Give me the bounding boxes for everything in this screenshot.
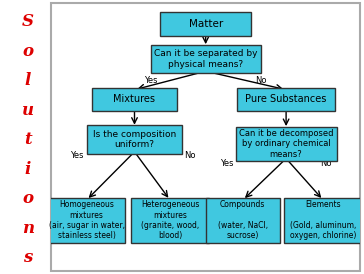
- Text: Pure Substances: Pure Substances: [245, 95, 327, 104]
- Text: u: u: [22, 102, 34, 119]
- Text: Yes: Yes: [220, 159, 234, 168]
- FancyBboxPatch shape: [92, 88, 177, 111]
- Text: No: No: [255, 76, 267, 85]
- Text: Elements

(Gold, aluminum,
oxygen, chlorine): Elements (Gold, aluminum, oxygen, chlori…: [290, 200, 356, 240]
- FancyBboxPatch shape: [160, 12, 252, 36]
- Text: Compounds

(water, NaCl,
sucrose): Compounds (water, NaCl, sucrose): [218, 200, 268, 240]
- Text: Yes: Yes: [70, 151, 83, 160]
- Text: No: No: [320, 159, 332, 168]
- Text: Can it be decomposed
by ordinary chemical
means?: Can it be decomposed by ordinary chemica…: [239, 129, 333, 159]
- FancyBboxPatch shape: [236, 127, 337, 161]
- Text: S: S: [22, 13, 34, 30]
- Text: i: i: [25, 161, 31, 178]
- Text: t: t: [24, 131, 32, 148]
- Text: Is the composition
uniform?: Is the composition uniform?: [93, 130, 176, 149]
- FancyBboxPatch shape: [48, 198, 125, 242]
- Text: n: n: [22, 220, 34, 237]
- Text: Heterogeneous
mixtures
(granite, wood,
blood): Heterogeneous mixtures (granite, wood, b…: [141, 200, 199, 240]
- FancyBboxPatch shape: [131, 198, 209, 242]
- Text: Mixtures: Mixtures: [114, 95, 155, 104]
- Text: o: o: [23, 190, 33, 207]
- Text: Homogeneous
mixtures
(air, sugar in water,
stainless steel): Homogeneous mixtures (air, sugar in wate…: [48, 200, 124, 240]
- Text: Can it be separated by
physical means?: Can it be separated by physical means?: [154, 49, 257, 69]
- Text: l: l: [25, 72, 31, 89]
- FancyBboxPatch shape: [151, 45, 261, 73]
- FancyBboxPatch shape: [87, 125, 182, 154]
- FancyBboxPatch shape: [237, 88, 335, 111]
- FancyBboxPatch shape: [51, 3, 360, 271]
- Text: o: o: [23, 42, 33, 59]
- FancyBboxPatch shape: [284, 198, 362, 242]
- Text: No: No: [184, 151, 195, 160]
- Text: Yes: Yes: [144, 76, 158, 85]
- Text: Matter: Matter: [189, 19, 223, 29]
- FancyBboxPatch shape: [206, 198, 280, 242]
- Text: s: s: [23, 249, 33, 266]
